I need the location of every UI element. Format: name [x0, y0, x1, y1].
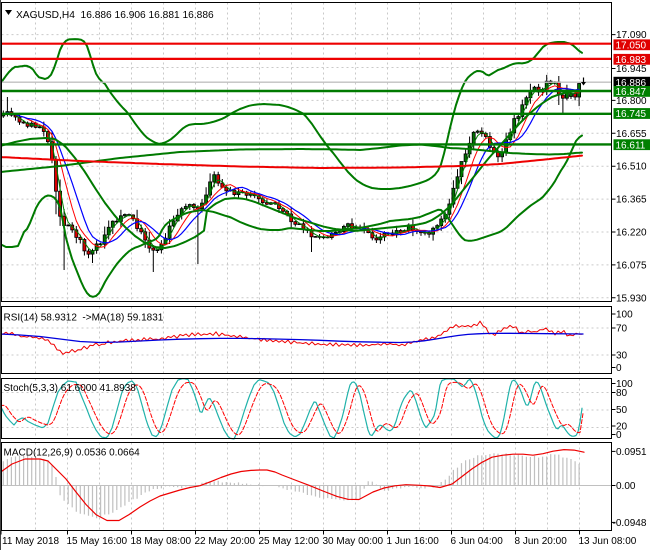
- svg-text:RSI(14) 58.9312 ->MA(18) 59.1: RSI(14) 58.9312 ->MA(18) 59.1831: [4, 312, 164, 323]
- svg-text:16.220: 16.220: [616, 228, 647, 239]
- svg-text:16.983: 16.983: [616, 55, 647, 66]
- svg-text:0: 0: [616, 363, 622, 374]
- svg-text:18 May 08:00: 18 May 08:00: [131, 536, 192, 547]
- svg-text:16.745: 16.745: [616, 109, 647, 120]
- svg-text:11 May 2018: 11 May 2018: [2, 536, 60, 547]
- svg-text:MACD(12,26,9) 0.0536 0.0664: MACD(12,26,9) 0.0536 0.0664: [4, 447, 141, 458]
- svg-text:15.930: 15.930: [616, 293, 647, 304]
- svg-text:70: 70: [616, 324, 628, 335]
- svg-text:0: 0: [616, 430, 622, 441]
- svg-text:13 Jun 08:00: 13 Jun 08:00: [579, 536, 637, 547]
- svg-text:50: 50: [616, 405, 628, 416]
- svg-text:16.611: 16.611: [616, 140, 646, 151]
- svg-text:0.0951: 0.0951: [616, 447, 647, 458]
- svg-text:-0.0948: -0.0948: [613, 518, 647, 529]
- svg-text:16.510: 16.510: [616, 162, 647, 173]
- svg-text:16.847: 16.847: [616, 87, 647, 98]
- svg-text:6 Jun 04:00: 6 Jun 04:00: [451, 536, 504, 547]
- svg-text:100: 100: [616, 310, 633, 321]
- svg-text:25 May 12:00: 25 May 12:00: [259, 536, 320, 547]
- svg-text:1 Jun 16:00: 1 Jun 16:00: [387, 536, 440, 547]
- svg-text:80: 80: [616, 388, 628, 399]
- svg-text:0.00: 0.00: [616, 481, 636, 492]
- svg-text:XAGUSD,H4 16.886 16.906 16.88: XAGUSD,H4 16.886 16.906 16.881 16.886: [16, 10, 214, 21]
- svg-text:15 May 16:00: 15 May 16:00: [67, 536, 128, 547]
- svg-text:16.365: 16.365: [616, 195, 647, 206]
- svg-text:8 Jun 20:00: 8 Jun 20:00: [515, 536, 568, 547]
- svg-text:16.075: 16.075: [616, 260, 647, 271]
- svg-text:Stoch(5,3,3) 61.6000 41.8938: Stoch(5,3,3) 61.6000 41.8938: [4, 383, 137, 394]
- svg-text:17.050: 17.050: [616, 40, 647, 51]
- svg-text:22 May 20:00: 22 May 20:00: [195, 536, 256, 547]
- svg-text:30: 30: [616, 351, 628, 362]
- svg-text:16.655: 16.655: [616, 129, 647, 140]
- svg-text:30 May 00:00: 30 May 00:00: [323, 536, 384, 547]
